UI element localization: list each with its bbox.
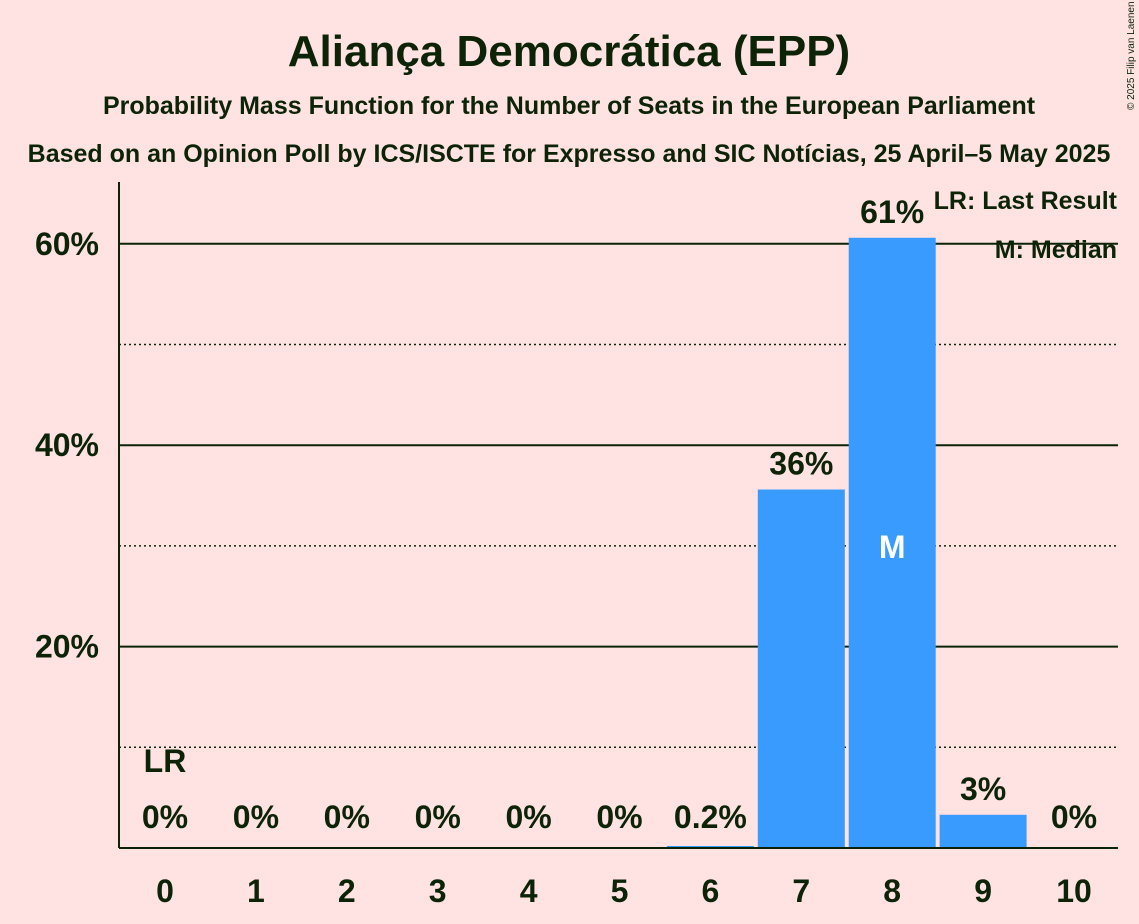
bar-value-label: 3% xyxy=(960,771,1006,807)
legend-median: M: Median xyxy=(995,236,1117,264)
x-tick-label: 4 xyxy=(520,873,538,909)
bar-value-label: 0% xyxy=(142,799,188,835)
x-tick-label: 2 xyxy=(338,873,356,909)
median-marker: M xyxy=(879,529,906,565)
bar-value-label: 36% xyxy=(769,446,833,482)
chart-title: Aliança Democrática (EPP) xyxy=(288,27,850,76)
last-result-marker: LR xyxy=(144,743,187,779)
x-tick-label: 3 xyxy=(429,873,447,909)
bar xyxy=(939,814,1027,848)
bars xyxy=(666,237,1027,848)
x-tick-label: 0 xyxy=(156,873,174,909)
bar-value-label: 0.2% xyxy=(674,799,747,835)
copyright-credit: © 2025 Filip van Laenen xyxy=(1126,1,1137,110)
bar-value-label: 0% xyxy=(233,799,279,835)
x-tick-label: 8 xyxy=(883,873,901,909)
bar-value-label: 0% xyxy=(324,799,370,835)
x-tick-label: 9 xyxy=(974,873,992,909)
y-tick-label: 60% xyxy=(35,226,99,262)
bar-value-label: 61% xyxy=(860,194,924,230)
x-tick-label: 5 xyxy=(611,873,629,909)
bar-value-label: 0% xyxy=(505,799,551,835)
y-tick-label: 20% xyxy=(35,629,99,665)
x-tick-label: 10 xyxy=(1056,873,1092,909)
y-tick-label: 40% xyxy=(35,427,99,463)
bar xyxy=(848,237,936,848)
bar-value-label: 0% xyxy=(1051,799,1097,835)
bar-labels: 0% 0% 0% 0% 0% 0% 0.2% 36% 61% 3% 0% LR M xyxy=(138,190,1101,839)
x-tick-label: 6 xyxy=(702,873,720,909)
bar-value-label: 0% xyxy=(415,799,461,835)
chart-subtitle-2: Based on an Opinion Poll by ICS/ISCTE fo… xyxy=(28,140,1111,168)
axes: 20% 40% 60% 0 1 2 3 4 5 6 7 8 9 10 xyxy=(35,182,1118,909)
x-tick-label: 1 xyxy=(247,873,265,909)
bar xyxy=(757,489,845,848)
gridlines xyxy=(119,242,1118,749)
x-tick-label: 7 xyxy=(792,873,810,909)
legend: LR: Last Result M: Median xyxy=(934,187,1118,264)
bar xyxy=(666,845,754,848)
bar-value-label: 0% xyxy=(596,799,642,835)
chart-subtitle-1: Probability Mass Function for the Number… xyxy=(103,92,1036,120)
legend-last-result: LR: Last Result xyxy=(934,187,1118,215)
